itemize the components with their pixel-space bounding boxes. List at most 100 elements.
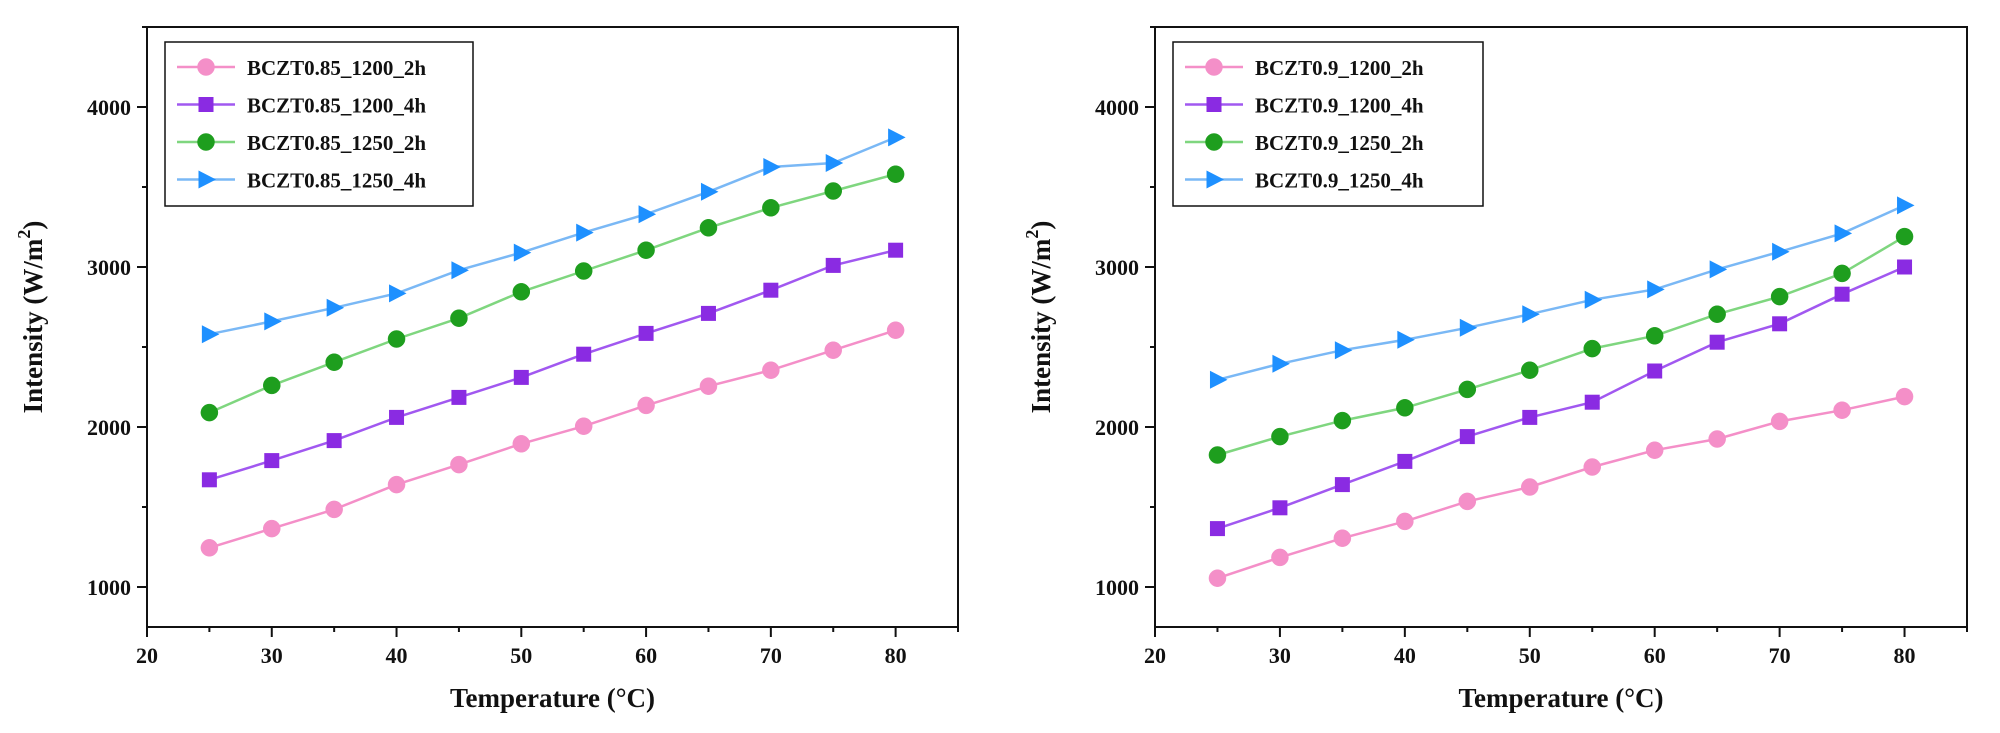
data-point [1772,242,1790,261]
data-point [512,435,531,453]
data-point [1770,287,1789,306]
data-point [1458,380,1477,399]
legend-box [1172,41,1484,207]
data-point [1770,412,1789,431]
y-axis-title-main: Intensity (W/m [1026,238,1056,413]
legend-swatch-marker [1205,58,1223,76]
y-axis-title-superscript: 2 [14,230,34,239]
data-point [700,182,719,201]
series-line [209,248,896,481]
data-point [1583,458,1601,476]
data-point [1396,399,1414,417]
data-point [1709,334,1725,350]
data-point [1272,500,1288,516]
data-point [1334,477,1350,493]
data-point [513,243,532,262]
data-point [1459,318,1478,337]
data-point [1333,411,1352,430]
series-2 [200,165,905,422]
data-point [1897,196,1915,215]
x-axis-title: Temperature (°C) [450,683,655,713]
plot-frame [146,26,959,628]
data-point [387,330,406,348]
y-axis-title: Intensity (W/m2) [1022,221,1056,414]
data-point [200,539,219,557]
data-point [512,283,531,301]
series-1 [201,242,904,488]
legend-label: BCZT0.85_1200_2h [247,56,426,80]
data-point [574,262,593,280]
data-point [1521,478,1539,496]
data-point [200,403,219,422]
data-point [263,519,281,538]
data-point [201,325,220,344]
data-point [1521,361,1539,379]
data-point [825,154,844,172]
data-point [1584,394,1600,410]
y-axis-title-end: ) [18,221,48,230]
series-0 [200,321,905,557]
chart-panel-left: 20 30 40 50 60 70 80 1000 2000 3000 4000 Temperatur… [14,26,959,713]
y-tick-label: 1000 [87,575,131,600]
data-point [451,261,469,280]
x-tick-label: 70 [1769,643,1791,668]
data-point [1772,316,1788,332]
data-point [1647,280,1665,299]
data-point [1708,305,1726,323]
data-point [888,242,904,258]
data-point [1208,569,1227,587]
data-point [1833,401,1851,419]
series-line [1217,395,1905,580]
data-point [886,321,905,339]
y-axis-title-main: Intensity (W/m [18,238,48,413]
series-line [1217,235,1906,457]
data-point [1645,441,1664,459]
data-point [1895,227,1914,246]
x-tick-label: 60 [1644,643,1666,668]
y-tick-label: 2000 [87,415,131,440]
x-tick-label: 50 [1519,643,1541,668]
data-point [576,223,594,242]
series-3 [201,128,906,344]
legend: BCZT0.9_1200_2h BCZT0.9_1200_4h BCZT0.9_12… [1172,41,1484,207]
legend-label: BCZT0.9_1200_2h [1255,56,1424,80]
series-line [1217,204,1906,382]
y-axis-title-end: ) [1026,221,1056,230]
y-tick-label: 3000 [1095,255,1139,280]
data-point [326,433,342,449]
data-point [1709,260,1728,279]
y-axis-title: Intensity (W/m2) [14,221,48,414]
data-point [825,257,841,273]
data-point [389,409,405,425]
data-point [1647,363,1663,379]
data-point [824,182,842,200]
x-tick-label: 80 [1894,643,1916,668]
data-point [325,353,343,371]
data-point [1458,492,1477,511]
y-tick-label: 1000 [1095,575,1139,600]
x-tick-label: 20 [1144,643,1166,668]
data-point [1271,427,1289,446]
data-point [699,219,718,237]
data-point [326,298,345,317]
data-point [450,309,468,327]
y-tick-label: 4000 [87,95,131,120]
legend-swatch-marker [1206,170,1224,189]
data-point [513,369,529,385]
legend-swatch-marker [1205,133,1223,151]
data-point [1334,341,1353,360]
series-line [209,329,896,549]
legend-swatch-marker [198,97,214,112]
data-point [1396,512,1414,531]
data-point [763,282,779,298]
data-point [1584,290,1603,309]
data-point [763,158,781,176]
y-tick-label: 4000 [1095,95,1139,120]
x-tick-label: 30 [1269,643,1291,668]
data-point [1645,327,1664,345]
plot-frame [1154,26,1968,628]
data-point [1522,305,1540,324]
x-axis-title: Temperature (°C) [1458,683,1663,713]
data-point [1895,387,1914,406]
